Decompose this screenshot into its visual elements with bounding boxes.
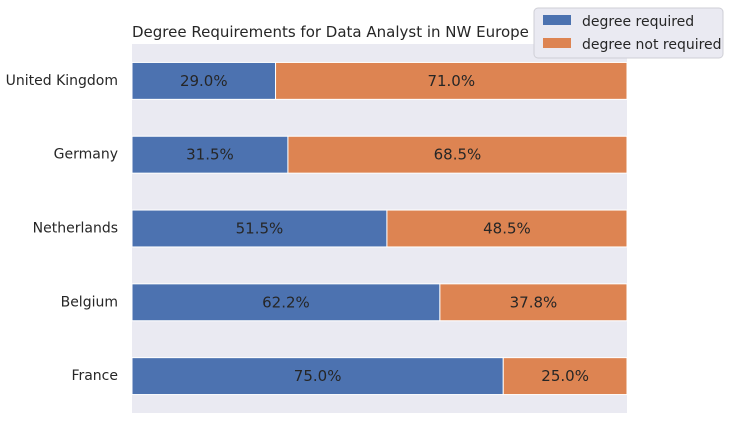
bar-label-degree-not-required-germany: 68.5% (434, 146, 482, 164)
bar-label-degree-required-france: 75.0% (294, 367, 342, 385)
bar-labels-layer: 29.0% 71.0% 31.5% 68.5% 51.5% 48.5% 62.2% 37.8%… (180, 72, 589, 385)
bar-degree-required-france (131, 357, 504, 396)
legend: degree required degree not required (533, 7, 724, 59)
bar-degree-required-germany (131, 135, 289, 174)
bar-degree-not-required-germany (287, 135, 628, 174)
chart-title: Degree Requirements for Data Analyst in … (132, 23, 529, 41)
bar-label-degree-required-netherlands: 51.5% (236, 220, 284, 238)
y-tick-label-germany: Germany (54, 147, 118, 163)
bar-degree-not-required-united-kingdom (275, 61, 628, 100)
y-tick-label-united-kingdom: United Kingdom (6, 73, 118, 89)
y-tick-label-france: France (71, 368, 118, 384)
legend-label-degree-required: degree required (582, 14, 694, 30)
bar-label-degree-not-required-belgium: 37.8% (510, 293, 558, 311)
bar-degree-not-required-belgium (439, 283, 628, 322)
bar-label-degree-required-belgium: 62.2% (262, 293, 310, 311)
bar-degree-not-required-france (502, 357, 628, 396)
legend-swatch-degree-required (543, 15, 571, 25)
bar-label-degree-not-required-france: 25.0% (541, 367, 589, 385)
bars-layer (131, 61, 628, 396)
legend-swatch-degree-not-required (543, 38, 571, 48)
legend-label-degree-not-required: degree not required (582, 37, 722, 53)
y-axis-ticks: United Kingdom Germany Netherlands Belgium F… (6, 73, 118, 384)
y-tick-label-belgium: Belgium (61, 294, 118, 310)
bar-degree-required-united-kingdom (131, 61, 277, 100)
bar-label-degree-required-united-kingdom: 29.0% (180, 72, 228, 90)
legend-box (533, 7, 724, 59)
y-tick-label-netherlands: Netherlands (33, 221, 118, 237)
bar-label-degree-required-germany: 31.5% (186, 146, 234, 164)
bar-degree-required-belgium (131, 283, 441, 322)
bar-degree-required-netherlands (131, 209, 388, 248)
bar-label-degree-not-required-netherlands: 48.5% (483, 220, 531, 238)
bar-degree-not-required-netherlands (386, 209, 628, 248)
bar-label-degree-not-required-united-kingdom: 71.0% (427, 72, 475, 90)
